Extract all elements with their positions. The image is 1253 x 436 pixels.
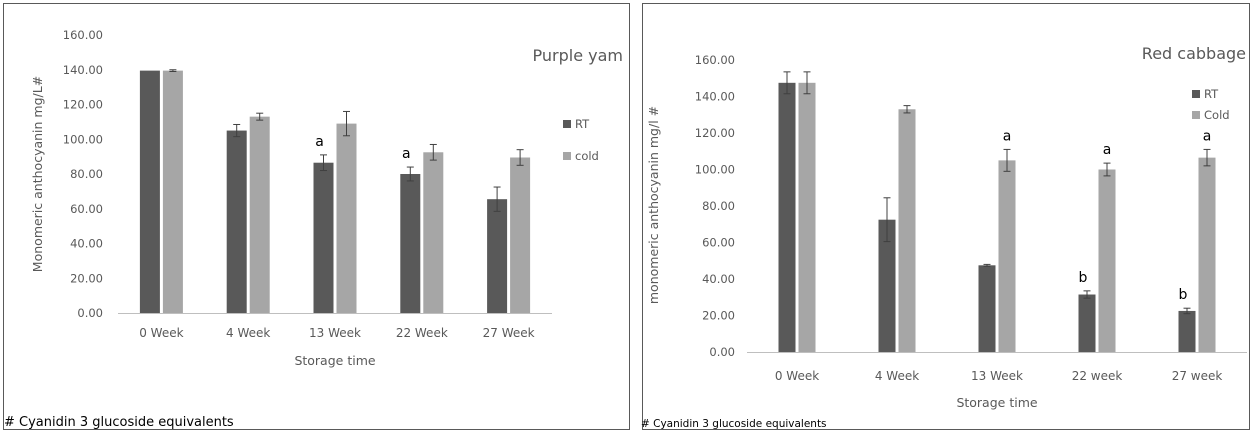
y-tick-label: 40.00 <box>702 272 735 286</box>
y-tick-label: 160.00 <box>63 28 103 42</box>
x-tick-label: 4 Week <box>226 326 270 340</box>
legend-label: cold <box>575 149 599 163</box>
bar-cold-2 <box>998 160 1016 352</box>
legend-label: RT <box>1204 87 1219 101</box>
x-axis-label: Storage time <box>956 395 1037 410</box>
x-tick-label: 4 Week <box>875 369 919 383</box>
purple-yam-chart-panel: Purple yam 0.00 20.00 40.00 60.00 80.00 100.00… <box>0 0 632 432</box>
y-tick-label: 0.00 <box>709 345 735 359</box>
bar-rt-3 <box>1078 294 1096 352</box>
significance-label: a <box>1003 128 1012 144</box>
chart-frame <box>642 3 1250 430</box>
legend-swatch-rt <box>563 120 571 128</box>
y-axis-label: monomeric anthocyanin mg/l # <box>646 106 661 304</box>
y-tick-label: 60.00 <box>70 202 103 216</box>
bar-rt-1 <box>878 219 896 352</box>
bar-cold-3 <box>1098 169 1116 352</box>
chart-svg: Red cabbage 0.00 20.00 40.00 60.00 80.00 100.0… <box>641 3 1250 430</box>
x-tick-label: 27 week <box>1172 369 1223 383</box>
bar-rt-0 <box>139 70 160 314</box>
bar-rt-3 <box>400 174 421 313</box>
significance-label: a <box>315 134 324 150</box>
y-tick-label: 40.00 <box>70 237 103 251</box>
y-axis-label: Monomeric anthocyanin mg/L# <box>30 76 45 272</box>
x-tick-label: 22 week <box>1072 369 1123 383</box>
bar-rt-2 <box>313 162 334 313</box>
y-tick-label: 140.00 <box>695 90 735 104</box>
x-tick-label: 0 Week <box>775 369 819 383</box>
bar-rt-0 <box>778 82 796 352</box>
y-tick-label: 100.00 <box>63 132 103 146</box>
y-tick-label: 100.00 <box>695 163 735 177</box>
x-axis-label: Storage time <box>294 353 375 368</box>
significance-label: b <box>1079 270 1088 286</box>
legend-swatch-cold <box>1192 111 1200 119</box>
x-tick-label: 27 Week <box>483 326 535 340</box>
legend-label: RT <box>575 117 590 131</box>
y-tick-label: 0.00 <box>77 306 103 320</box>
y-tick-label: 120.00 <box>695 126 735 140</box>
x-tick-label: 22 Week <box>396 326 448 340</box>
bar-cold-2 <box>336 123 357 313</box>
bar-cold-4 <box>510 157 531 313</box>
y-tick-label: 20.00 <box>70 271 103 285</box>
chart-title: Purple yam <box>533 46 623 65</box>
x-tick-label: 0 Week <box>139 326 183 340</box>
y-tick-label: 80.00 <box>70 167 103 181</box>
legend-swatch-rt <box>1192 90 1200 98</box>
x-tick-label: 13 Week <box>971 369 1023 383</box>
legend-swatch-cold <box>563 152 571 160</box>
y-tick-label: 160.00 <box>695 53 735 67</box>
bar-rt-4 <box>1178 310 1196 352</box>
chart-title: Red cabbage <box>1142 44 1246 63</box>
bar-rt-4 <box>487 199 508 313</box>
x-tick-label: 13 Week <box>309 326 361 340</box>
footnote: # Cyanidin 3 glucoside equivalents <box>641 418 827 430</box>
y-tick-label: 120.00 <box>63 98 103 112</box>
y-tick-label: 20.00 <box>702 309 735 323</box>
bar-cold-1 <box>898 109 916 353</box>
red-cabbage-chart-panel: Red cabbage 0.00 20.00 40.00 60.00 80.00 100.0… <box>640 0 1252 432</box>
significance-label: a <box>1103 142 1112 158</box>
footnote: # Cyanidin 3 glucoside equivalents <box>4 415 234 430</box>
y-tick-label: 60.00 <box>702 236 735 250</box>
bar-cold-1 <box>249 116 270 313</box>
y-tick-label: 80.00 <box>702 199 735 213</box>
significance-label: a <box>1203 128 1212 144</box>
significance-label: b <box>1179 287 1188 303</box>
legend-label: Cold <box>1204 108 1230 122</box>
significance-label: a <box>402 146 411 162</box>
chart-svg: Purple yam 0.00 20.00 40.00 60.00 80.00 100.00… <box>3 3 630 430</box>
bar-cold-4 <box>1198 157 1216 352</box>
y-tick-label: 140.00 <box>63 63 103 77</box>
bar-rt-2 <box>978 265 996 352</box>
bar-rt-1 <box>226 130 247 313</box>
bar-cold-0 <box>162 70 183 314</box>
bar-cold-0 <box>798 82 816 352</box>
bar-cold-3 <box>423 152 444 313</box>
